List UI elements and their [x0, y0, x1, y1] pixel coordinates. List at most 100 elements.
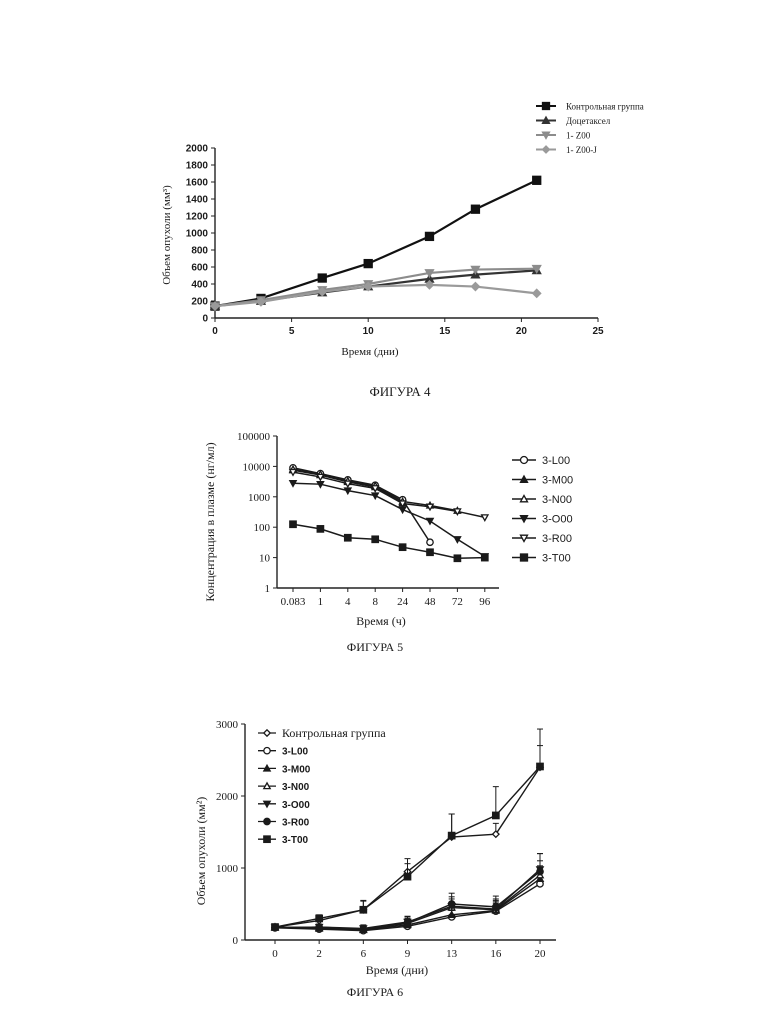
fig4-xtick-label: 20 — [516, 326, 528, 337]
fig4-ytick-label: 0 — [202, 314, 208, 325]
fig6-xtick-label: 0 — [272, 948, 278, 960]
fig5-legend-label: 3-N00 — [542, 494, 572, 506]
fig5-point — [427, 504, 433, 510]
fig6-point — [316, 915, 322, 921]
fig6-legend-marker — [264, 730, 270, 736]
fig4-xtick-label: 10 — [363, 326, 375, 337]
fig6-legend-marker — [264, 836, 270, 842]
fig4-point — [533, 176, 541, 184]
fig6-legend-label: Контрольная группа — [282, 726, 386, 740]
fig5-xtick-label: 96 — [479, 596, 491, 608]
fig5-point — [317, 474, 323, 480]
fig4-ytick-label: 1200 — [186, 212, 209, 223]
fig4-ylabel: Объем опухоли (мм³) — [161, 185, 173, 285]
fig6-ytick-label: 2000 — [216, 791, 239, 803]
fig6-point — [493, 812, 499, 818]
fig6-point — [448, 901, 454, 907]
fig6-xtick-label: 2 — [316, 948, 322, 960]
fig5-xtick-label: 72 — [452, 596, 463, 608]
fig5-point — [290, 470, 296, 476]
fig4-legend-label: 1- Z00-J — [566, 145, 597, 155]
fig6-legend-label: 3-R00 — [282, 818, 310, 829]
fig5-point — [399, 544, 405, 550]
fig6-point — [360, 907, 366, 913]
fig4-xtick-label: 0 — [212, 326, 218, 337]
fig5-xtick-label: 0.083 — [281, 596, 306, 608]
fig5-point — [317, 526, 323, 532]
fig4-point — [471, 205, 479, 213]
fig5-point — [372, 486, 378, 492]
fig5-point — [427, 549, 433, 555]
fig4-ytick-label: 600 — [191, 263, 208, 274]
fig4-xtick-label: 5 — [289, 326, 295, 337]
fig5-ytick-label: 100000 — [237, 431, 271, 443]
fig6-point — [448, 832, 454, 838]
fig6-legend-label: 3-M00 — [282, 764, 311, 775]
fig6-ylabel: Объем опухоли (мм²) — [194, 797, 208, 906]
fig6-legend-marker — [264, 748, 270, 754]
fig6-point — [493, 904, 499, 910]
fig5-ytick-label: 1 — [265, 583, 271, 595]
fig5-point — [454, 555, 460, 561]
fig5-point — [317, 482, 323, 488]
fig5-legend-marker — [521, 535, 528, 541]
fig6-point — [404, 920, 410, 926]
fig5-point — [482, 515, 488, 521]
fig6-legend-marker — [264, 801, 270, 807]
fig5-legend-marker — [521, 476, 528, 482]
figure-5-chart: Концентрация в плазме (нг/мл) Время (ч) … — [203, 431, 573, 654]
fig5-point — [345, 481, 351, 487]
fig4-point — [533, 289, 541, 297]
fig4-point — [364, 260, 372, 268]
fig5-ytick-label: 1000 — [248, 492, 271, 504]
fig4-legend-label: Доцетаксел — [566, 116, 611, 126]
figures-canvas: Объем опухоли (мм³) Время (дни) ФИГУРА 4… — [0, 0, 780, 1032]
fig6-legend-label: 3-T00 — [282, 835, 309, 846]
fig5-point — [454, 537, 460, 543]
fig4-ytick-label: 1000 — [186, 229, 209, 240]
figure-4-chart: Объем опухоли (мм³) Время (дни) ФИГУРА 4… — [161, 102, 644, 400]
fig5-point — [482, 554, 488, 560]
fig5-legend-label: 3-M00 — [542, 475, 573, 487]
fig6-point — [537, 868, 543, 874]
fig4-ytick-label: 1800 — [186, 161, 209, 172]
fig6-xtick-label: 13 — [446, 948, 458, 960]
fig4-xtick-label: 15 — [439, 326, 451, 337]
fig5-xtick-label: 48 — [425, 596, 437, 608]
fig5-xtick-label: 8 — [372, 596, 378, 608]
fig4-xlabel: Время (дни) — [341, 346, 399, 358]
fig4-xtick-label: 25 — [592, 326, 604, 337]
fig6-point — [360, 926, 366, 932]
fig5-legend-label: 3-L00 — [542, 455, 570, 467]
fig4-point — [318, 274, 326, 282]
figure-6-chart: Объем опухоли (мм²) Время (дни) ФИГУРА 6… — [194, 719, 556, 999]
fig4-caption: ФИГУРА 4 — [369, 384, 431, 399]
fig5-legend-marker — [521, 496, 528, 502]
fig4-ytick-label: 1400 — [186, 195, 209, 206]
fig4-legend-marker — [543, 146, 550, 153]
fig6-point — [448, 912, 454, 918]
fig6-legend-label: 3-L00 — [282, 747, 309, 758]
fig5-point — [290, 481, 296, 487]
fig6-legend-label: 3-N00 — [282, 782, 310, 793]
fig4-legend-marker — [543, 117, 550, 123]
fig6-caption: ФИГУРА 6 — [347, 985, 403, 999]
fig5-ytick-label: 10000 — [243, 461, 271, 473]
fig6-xtick-label: 6 — [361, 948, 367, 960]
fig6-xtick-label: 9 — [405, 948, 411, 960]
fig6-ytick-label: 1000 — [216, 863, 239, 875]
fig6-point — [537, 763, 543, 769]
fig4-ytick-label: 2000 — [186, 144, 209, 155]
fig5-xlabel: Время (ч) — [356, 614, 405, 628]
fig6-point — [404, 873, 410, 879]
fig4-legend-label: Контрольная группа — [566, 102, 644, 112]
fig5-legend-label: 3-R00 — [542, 533, 572, 545]
fig6-legend-label: 3-O00 — [282, 800, 310, 811]
fig4-ytick-label: 1600 — [186, 178, 209, 189]
fig5-point — [372, 536, 378, 542]
fig4-legend-marker — [543, 103, 550, 110]
fig5-ytick-label: 100 — [254, 522, 271, 534]
fig6-legend-marker — [264, 765, 270, 771]
fig6-point — [272, 924, 278, 930]
fig6-legend-marker — [264, 783, 270, 789]
